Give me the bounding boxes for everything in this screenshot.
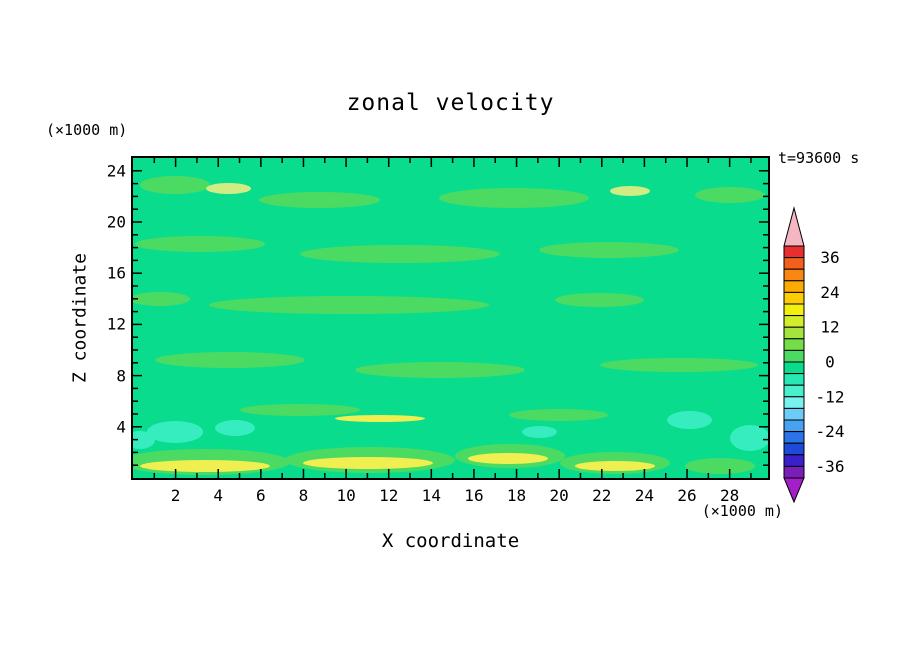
x-tick-labels: 2 4 6 8 10 12 14 16 18 20 22 24 26 28 xyxy=(133,486,768,508)
time-stamp-label: t=93600 s xyxy=(778,149,860,167)
y-tick-label: 24 xyxy=(106,161,126,181)
chart-title: zonal velocity xyxy=(346,90,555,116)
plot-area xyxy=(131,156,770,480)
contour-patch xyxy=(599,358,759,373)
y-axis-title: Z coordinate xyxy=(69,252,91,384)
svg-text:0: 0 xyxy=(825,353,835,372)
contour-patch xyxy=(508,408,609,422)
x-tick-label: 24 xyxy=(634,486,655,505)
x-axis-units-label: (×1000 m) xyxy=(701,502,783,520)
x-tick-label: 22 xyxy=(592,486,612,505)
svg-text:12: 12 xyxy=(820,318,839,337)
contour-patch xyxy=(439,188,589,208)
y-tick-label: 4 xyxy=(116,417,126,437)
contour-patch xyxy=(139,175,210,194)
contour-patch xyxy=(133,430,155,449)
svg-text:-36: -36 xyxy=(816,457,845,476)
x-tick-label: 14 xyxy=(421,486,441,505)
contour-patch xyxy=(555,293,645,308)
x-tick-label: 8 xyxy=(298,486,309,505)
x-tick-label: 16 xyxy=(464,486,484,505)
contour-patch xyxy=(133,291,190,306)
contour-patch xyxy=(334,414,426,422)
x-tick-label: 20 xyxy=(549,486,569,505)
x-tick-label: 6 xyxy=(256,486,266,505)
contour-patch xyxy=(239,404,361,417)
contour-patch xyxy=(259,191,380,208)
contour-patch xyxy=(610,186,651,196)
y-tick-label: 8 xyxy=(116,366,126,386)
y-tick-label: 20 xyxy=(106,212,126,232)
contour-patch xyxy=(667,411,713,430)
contour-patch xyxy=(539,242,680,259)
contour-patch xyxy=(467,452,548,464)
x-tick-label: 12 xyxy=(379,486,399,505)
contour-patch xyxy=(299,245,500,263)
contour-patch xyxy=(139,460,270,473)
plot-ticks xyxy=(133,158,768,478)
x-tick-label: 10 xyxy=(336,486,356,505)
contour-patch xyxy=(214,420,255,437)
contour-patch xyxy=(155,351,306,368)
contour-patch xyxy=(209,296,489,315)
contour-patch xyxy=(147,420,203,443)
x-tick-label: 2 xyxy=(170,486,181,505)
contour-patch xyxy=(574,461,655,472)
contour-patch xyxy=(521,425,557,438)
contour-patch xyxy=(302,456,434,470)
contour-patch xyxy=(354,362,525,379)
x-axis-title: X coordinate xyxy=(381,530,520,552)
contour-patch xyxy=(134,236,265,253)
svg-text:-12: -12 xyxy=(816,387,845,406)
contour-field xyxy=(133,158,768,478)
contour-patch xyxy=(730,425,768,451)
y-axis-units-label: (×1000 m) xyxy=(46,121,128,139)
svg-text:24: 24 xyxy=(820,283,839,302)
colorbar: 36 24 12 0 -12 -24 -36 xyxy=(783,206,845,504)
svg-text:36: 36 xyxy=(820,248,839,267)
svg-text:-24: -24 xyxy=(816,422,845,441)
x-tick-label: 4 xyxy=(213,486,224,505)
x-tick-label: 28 xyxy=(720,486,740,505)
x-tick-label: 18 xyxy=(506,486,527,505)
y-tick-labels: 4 8 12 16 20 24 xyxy=(76,158,126,478)
y-tick-label: 12 xyxy=(106,314,126,334)
contour-patch xyxy=(684,458,755,475)
contour-patch xyxy=(694,187,765,204)
x-tick-label: 26 xyxy=(677,486,697,505)
y-tick-label: 16 xyxy=(106,263,126,283)
contour-patch xyxy=(205,182,251,194)
